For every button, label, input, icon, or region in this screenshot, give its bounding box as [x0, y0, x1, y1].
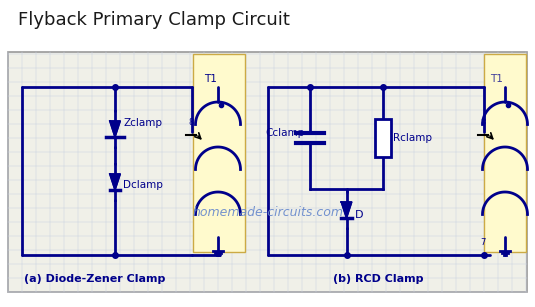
Text: 7: 7: [480, 238, 485, 247]
Text: homemade-circuits.com: homemade-circuits.com: [193, 205, 343, 219]
Text: Dclamp: Dclamp: [123, 180, 163, 190]
Text: 8: 8: [188, 118, 193, 127]
Text: (a) Diode-Zener Clamp: (a) Diode-Zener Clamp: [24, 274, 166, 284]
Text: Cclamp: Cclamp: [266, 128, 305, 138]
Bar: [484, 54, 526, 252]
Polygon shape: [110, 121, 120, 137]
Text: Flyback Primary Clamp Circuit: Flyback Primary Clamp Circuit: [18, 11, 290, 29]
Text: T1: T1: [491, 74, 503, 84]
Text: 8: 8: [480, 118, 485, 127]
Text: Zclamp: Zclamp: [123, 118, 162, 128]
Polygon shape: [110, 174, 120, 190]
Text: Rclamp: Rclamp: [393, 133, 432, 143]
Text: (b) RCD Clamp: (b) RCD Clamp: [333, 274, 423, 284]
Bar: [8, 52, 527, 292]
Polygon shape: [341, 202, 351, 218]
Bar: [193, 54, 245, 252]
Text: T1: T1: [203, 74, 217, 84]
Bar: [375, 119, 391, 157]
Text: D: D: [355, 210, 363, 220]
